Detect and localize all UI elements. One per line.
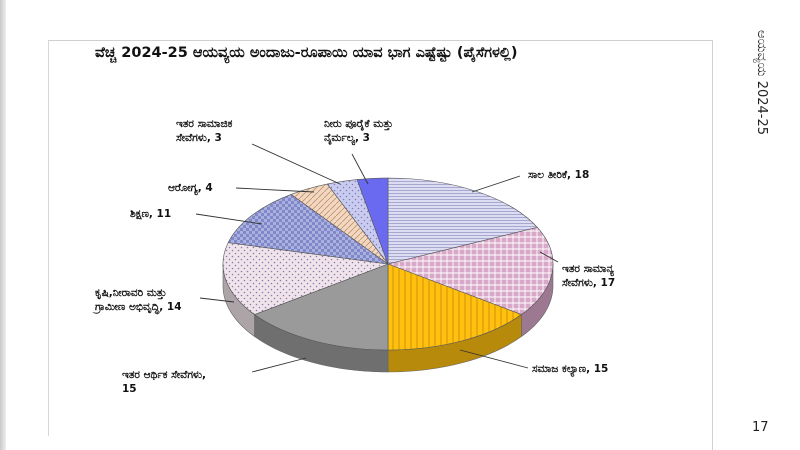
chart-frame xyxy=(48,40,713,436)
slice-label: ಇತರ ಸಾಮಾಜಿಕ ಸೇವೆಗಳು, 3 xyxy=(176,118,233,144)
chart-title: ವೆಚ್ಚ 2024-25 ಆಯವ್ಯಯ ಅಂದಾಜು-ರೂಪಾಯಿ ಯಾವ ಭ… xyxy=(95,45,518,61)
leader-line xyxy=(539,251,559,263)
leader-line xyxy=(199,297,235,303)
pie-slice xyxy=(386,227,554,315)
leader-line xyxy=(195,213,263,225)
pie-slice xyxy=(387,263,523,351)
scan-edge xyxy=(0,0,6,450)
page-rule xyxy=(712,40,713,450)
leader-line xyxy=(251,357,307,373)
pie-slice xyxy=(253,263,389,351)
pie-slice xyxy=(387,177,538,265)
leader-line xyxy=(235,187,315,193)
slice-label: ಆರೋಗ್ಯ, 4 xyxy=(168,182,213,196)
leader-line xyxy=(471,175,521,193)
slice-label: ಶಿಕ್ಷಣ, 11 xyxy=(130,208,171,220)
pie-slice xyxy=(227,194,389,265)
leader-line xyxy=(251,143,341,185)
slice-label: ಇತರ ಆರ್ಥಿಕ ಸೇವೆಗಳು, 15 xyxy=(122,369,206,395)
leader-line xyxy=(351,153,369,185)
page-number: 17 xyxy=(752,420,769,435)
slice-label: ಸಮಾಜ ಕಲ್ಯಾಣ, 15 xyxy=(532,363,608,377)
slice-label: ನೀರು ಪೂರೈಕೆ ಮತ್ತು ನೈರ್ಮಲ್ಯ, 3 xyxy=(324,118,393,146)
side-header: ಆಯವ್ಯಯ 2024-25 xyxy=(754,30,769,136)
slice-label: ಇತರ ಸಾಮಾನ್ಯ ಸೇವೆಗಳು, 17 xyxy=(562,263,615,289)
pie-slice xyxy=(222,242,389,315)
leader-line xyxy=(459,349,529,369)
slice-label: ಕೃಷಿ,ನೀರಾವರಿ ಮತ್ತು ಗ್ರಾಮೀಣ ಅಭಿವೃದ್ಧಿ, 14 xyxy=(92,287,182,315)
pie-slice xyxy=(356,177,389,265)
slice-label: ಸಾಲ ತೀರಿಕೆ, 18 xyxy=(528,169,589,181)
